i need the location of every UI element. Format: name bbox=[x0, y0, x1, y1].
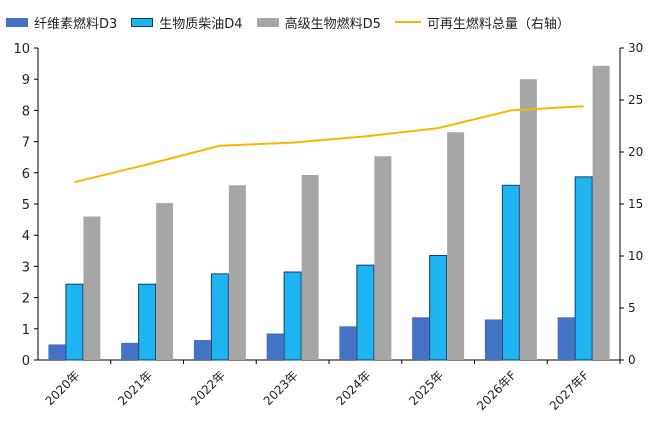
left-tick-label: 2 bbox=[22, 292, 30, 307]
bars bbox=[48, 65, 610, 361]
total-line-path bbox=[74, 105, 584, 184]
legend-item-total: 可再生燃料总量（右轴） bbox=[394, 13, 570, 32]
right-tick-label: 25 bbox=[628, 93, 643, 107]
legend-item-d3: 纤维素燃料D3 bbox=[6, 13, 117, 32]
bar-d5 bbox=[592, 65, 610, 360]
x-tick-label: 2021年 bbox=[115, 368, 155, 408]
right-tick-label: 0 bbox=[628, 353, 636, 367]
bar-d3 bbox=[48, 344, 66, 360]
axes: 0 1 2 3 4 5 6 7 8 9 10 0 5 10 15 20 25 30 2020年 2021年 2022年 2… bbox=[13, 41, 643, 413]
bar-d5 bbox=[156, 203, 174, 360]
left-tick-label: 6 bbox=[22, 167, 30, 182]
bar-d5 bbox=[228, 185, 246, 360]
bar-d3 bbox=[412, 317, 430, 360]
bar-d4 bbox=[210, 273, 229, 361]
bar-d4 bbox=[574, 176, 593, 361]
bar-d3 bbox=[266, 333, 284, 360]
left-tick-label: 3 bbox=[22, 260, 30, 275]
x-tick-label: 2023年 bbox=[261, 368, 301, 408]
bar-d3 bbox=[557, 317, 575, 360]
x-tick-label: 2025年 bbox=[406, 368, 446, 408]
bar-d3 bbox=[121, 342, 139, 360]
bar-d5 bbox=[519, 79, 537, 360]
legend: 纤维素燃料D3 生物质柴油D4 高级生物燃料D5 可再生燃料总量（右轴） bbox=[6, 12, 661, 32]
right-tick-label: 30 bbox=[628, 41, 643, 55]
right-tick-label: 10 bbox=[628, 249, 643, 263]
bar-d5 bbox=[83, 216, 101, 360]
legend-label-d4: 生物质柴油D4 bbox=[159, 16, 243, 32]
x-tick-label: 2020年 bbox=[43, 368, 83, 408]
right-tick-label: 15 bbox=[628, 197, 643, 211]
bar-d5 bbox=[374, 156, 392, 360]
left-tick-label: 4 bbox=[22, 229, 30, 244]
bar-d4 bbox=[138, 283, 157, 361]
left-tick-label: 5 bbox=[22, 198, 30, 213]
left-tick-label: 8 bbox=[22, 104, 30, 119]
bar-d5 bbox=[301, 174, 319, 360]
legend-swatch-total bbox=[394, 21, 421, 23]
right-tick-label: 5 bbox=[628, 301, 636, 315]
right-tick-label: 20 bbox=[628, 145, 643, 159]
left-tick-label: 10 bbox=[13, 42, 30, 57]
legend-swatch-d4 bbox=[131, 17, 154, 27]
left-tick-label: 7 bbox=[22, 136, 30, 151]
legend-label-total: 可再生燃料总量（右轴） bbox=[426, 16, 570, 32]
x-tick-label: 2027年F bbox=[547, 368, 592, 413]
bar-d3 bbox=[339, 326, 357, 360]
x-tick-label: 2022年 bbox=[188, 368, 228, 408]
bar-d4 bbox=[283, 271, 302, 361]
left-tick-label: 9 bbox=[22, 73, 30, 88]
bar-d4 bbox=[429, 254, 448, 361]
left-tick-label: 1 bbox=[22, 323, 30, 338]
legend-label-d3: 纤维素燃料D3 bbox=[34, 16, 118, 32]
legend-label-d5: 高级生物燃料D5 bbox=[284, 16, 381, 32]
legend-swatch-d3 bbox=[6, 17, 28, 27]
bar-d4 bbox=[356, 264, 375, 361]
legend-item-d4: 生物质柴油D4 bbox=[131, 13, 243, 32]
bar-d3 bbox=[193, 340, 211, 360]
total-line bbox=[74, 105, 584, 184]
bar-d4 bbox=[65, 283, 84, 361]
legend-swatch-d5 bbox=[256, 17, 279, 27]
x-tick-label: 2024年 bbox=[334, 368, 374, 408]
bar-d3 bbox=[484, 319, 502, 360]
x-tick-label: 2026年F bbox=[474, 368, 519, 413]
left-tick-label: 0 bbox=[22, 354, 30, 369]
bar-d5 bbox=[447, 132, 465, 360]
bar-d4 bbox=[501, 184, 520, 361]
legend-item-d5: 高级生物燃料D5 bbox=[256, 13, 381, 32]
